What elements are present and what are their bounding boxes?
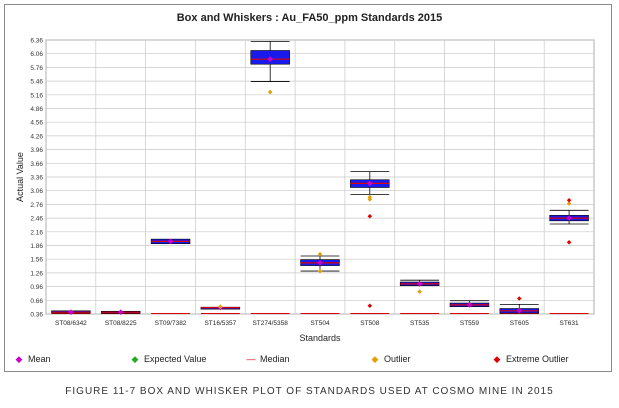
y-tick-label: 3.66: [30, 161, 43, 168]
y-tick-label: 0.36: [30, 312, 43, 319]
legend-extreme-label: Extreme Outlier: [506, 354, 569, 364]
legend-outlier-marker: ◆: [371, 354, 379, 364]
mean-marker: [117, 309, 124, 316]
figure-caption: FIGURE 11-7 BOX AND WHISKER PLOT OF STAN…: [65, 386, 554, 397]
x-tick-label: ST504: [310, 320, 330, 327]
y-tick-label: 1.56: [30, 257, 43, 264]
y-tick-label: 0.66: [30, 298, 43, 305]
mean-marker: [366, 180, 373, 187]
x-tick-label: ST535: [410, 320, 430, 327]
mean-marker: [68, 309, 74, 316]
x-tick-label: ST631: [560, 320, 580, 327]
mean-marker: [516, 307, 523, 314]
x-tick-label: ST274/5358: [252, 320, 288, 327]
y-tick-label: 0.96: [30, 284, 43, 291]
extreme-outlier-marker: [367, 214, 373, 219]
y-tick-label: 1.26: [30, 270, 43, 277]
x-tick-label: ST08/6342: [55, 320, 87, 327]
x-tick-label: ST09/7382: [155, 320, 187, 327]
legend-item-mean: ◆ Mean: [10, 354, 51, 365]
y-tick-label: 3.36: [30, 175, 43, 182]
legend-item-median: — Median: [242, 354, 290, 364]
x-tick-label: ST08/8225: [105, 320, 137, 327]
y-tick-label: 3.96: [30, 147, 43, 154]
y-tick-label: 5.16: [30, 92, 43, 99]
y-tick-label: 1.86: [30, 243, 43, 250]
extreme-outlier-marker: [367, 303, 373, 309]
mean-marker: [317, 260, 323, 266]
legend-mean-marker: ◆: [15, 354, 23, 364]
mean-marker: [566, 215, 572, 221]
legend-mean-label: Mean: [28, 354, 51, 364]
y-tick-label: 4.56: [30, 120, 43, 127]
y-tick-label: 2.46: [30, 216, 43, 223]
y-tick-label: 2.16: [30, 229, 43, 236]
y-tick-label: 2.76: [30, 202, 43, 209]
legend-extreme-marker: ◆: [493, 354, 501, 364]
x-tick-label: ST605: [510, 320, 530, 327]
y-axis-label: Actual Value: [15, 152, 25, 202]
y-tick-label: 5.76: [30, 65, 43, 72]
legend-expected-label: Expected Value: [144, 354, 207, 364]
legend-item-expected-value: ◆ Expected Value: [126, 354, 207, 365]
extreme-outlier-marker: [517, 296, 522, 301]
y-tick-label: 6.36: [30, 38, 43, 45]
legend-outlier-label: Outlier: [384, 354, 411, 364]
legend: ◆ Mean ◆ Expected Value — Median ◆ Outlier ◆…: [10, 354, 610, 368]
y-tick-label: 4.26: [30, 133, 43, 140]
mean-marker: [167, 238, 174, 245]
outlier-marker: [417, 289, 422, 294]
x-axis-label: Standards: [299, 333, 341, 343]
y-tick-label: 5.46: [30, 79, 43, 86]
x-tick-label: ST508: [360, 320, 380, 327]
y-tick-label: 4.86: [30, 106, 43, 113]
mean-marker: [466, 302, 473, 308]
legend-expected-marker: ◆: [131, 354, 139, 364]
box-plot: 0.36 0.66 0.96 1.26 1.56 1.86 2.16 2.46 2.76 3.06…: [15, 38, 595, 343]
legend-median-marker: —: [246, 354, 256, 364]
legend-median-label: Median: [260, 354, 290, 364]
mean-marker: [416, 281, 423, 287]
legend-item-extreme-outlier: ◆ Extreme Outlier: [488, 354, 569, 365]
outlier-marker: [367, 197, 373, 202]
legend-item-outlier: ◆ Outlier: [366, 354, 411, 365]
y-tick-label: 3.06: [30, 188, 43, 195]
y-tick-label: 6.06: [30, 51, 43, 58]
x-tick-label: ST559: [460, 320, 480, 327]
x-tick-label: ST16/5357: [204, 320, 236, 327]
outlier-marker: [317, 268, 323, 274]
chart-title: Box and Whiskers : Au_FA50_ppm Standards…: [176, 12, 443, 24]
